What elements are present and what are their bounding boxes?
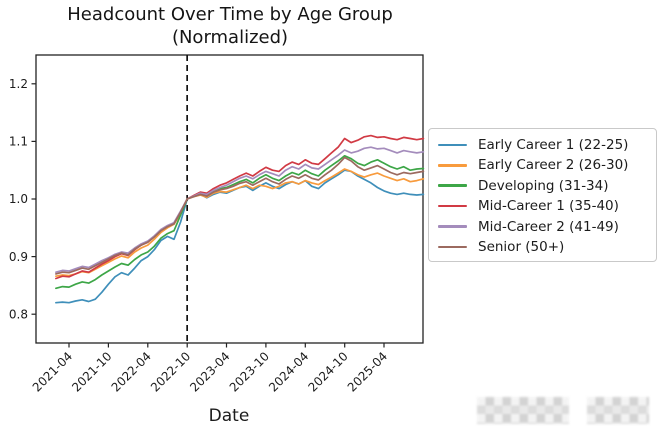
x-tick-label: 2023-10 [227,349,272,394]
chart-title-line2: (Normalized) [171,27,289,49]
y-tick-label: 1.0 [9,192,28,206]
x-axis-ticks [68,343,385,348]
data-series [55,134,425,304]
series-line [55,146,425,274]
legend: Early Career 1 (22-25) Early Career 2 (26… [428,128,657,262]
y-tick-label: 1.2 [9,77,28,91]
x-tick-label: 2023-04 [187,349,232,394]
legend-line-swatch [438,164,467,167]
x-tick-label: 2024-04 [266,349,311,394]
series-line [55,169,425,304]
y-axis-ticks [31,83,36,315]
legend-line-swatch [438,204,467,208]
legend-label: Senior (50+) [478,238,565,255]
x-tick-label: 2024-10 [305,349,350,394]
chart-title: Headcount Over Time by Age Group (Normal… [0,3,460,49]
legend-item: Mid-Career 1 (35-40) [438,197,650,215]
legend-line-swatch [438,225,467,228]
x-tick-label: 2025-04 [345,349,390,394]
legend-label: Mid-Career 2 (41-49) [478,218,619,235]
blurred-watermark [477,397,649,424]
blurred-watermark-block [587,397,649,424]
legend-line-swatch [438,143,467,147]
x-tick-label: 2022-10 [148,349,193,394]
x-tick-label: 2021-10 [69,349,114,394]
series-line [55,154,425,290]
legend-line-swatch [438,184,467,188]
legend-label: Early Career 1 (22-25) [478,137,629,153]
legend-item: Mid-Career 2 (41-49) [438,218,650,236]
series-line [55,168,425,278]
series-line [55,134,425,280]
y-axis-labels: 1.2 1.1 1.0 0.9 0.8 [9,77,28,321]
legend-label: Developing (31-34) [478,177,609,194]
x-tick-label: 2021-04 [30,349,75,394]
legend-item: Developing (31-34) [438,177,650,195]
legend-item: Early Career 1 (22-25) [438,136,650,154]
legend-item: Senior (50+) [438,238,650,256]
x-axis-title: Date [209,406,250,426]
legend-item: Early Career 2 (26-30) [438,156,650,174]
x-tick-label: 2022-04 [109,349,154,394]
chart-title-line1: Headcount Over Time by Age Group [67,4,393,25]
legend-line-swatch [438,245,467,249]
y-tick-label: 1.1 [9,135,28,149]
series-line [55,156,425,275]
y-tick-label: 0.8 [9,307,28,321]
legend-label: Early Career 2 (26-30) [478,157,629,174]
y-tick-label: 0.9 [9,250,28,264]
x-axis-labels: 2021-04 2021-10 2022-04 2022-10 2023-04 … [30,349,390,394]
legend-label: Mid-Career 1 (35-40) [478,198,619,215]
blurred-watermark-block [477,397,569,424]
